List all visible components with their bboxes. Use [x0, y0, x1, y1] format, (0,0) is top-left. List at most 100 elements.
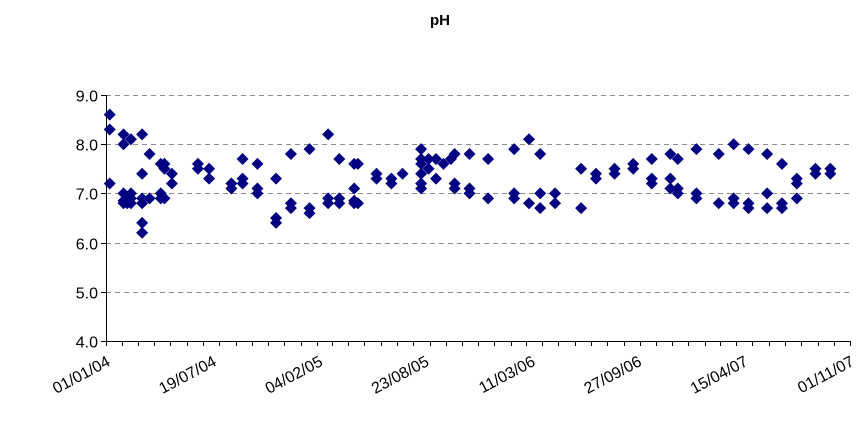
data-point	[348, 182, 361, 195]
y-tick-label: 8.0	[76, 138, 98, 155]
data-point	[124, 197, 137, 210]
data-point	[270, 172, 283, 185]
data-point	[448, 148, 461, 161]
y-tick-label: 6.0	[76, 237, 98, 254]
data-point	[790, 177, 803, 190]
data-point	[415, 143, 428, 156]
data-point	[712, 148, 725, 161]
data-point	[236, 152, 249, 165]
axes	[101, 95, 851, 346]
x-tick-label: 23/08/05	[369, 353, 432, 397]
data-point	[508, 192, 521, 205]
data-point	[136, 226, 149, 239]
data-point	[143, 192, 156, 205]
data-point	[608, 167, 621, 180]
data-point	[136, 167, 149, 180]
data-point	[549, 197, 562, 210]
data-point	[203, 172, 216, 185]
data-point	[664, 182, 677, 195]
data-point	[482, 152, 495, 165]
data-point	[761, 202, 774, 215]
data-point	[742, 202, 755, 215]
data-point	[333, 197, 346, 210]
data-point	[712, 197, 725, 210]
data-point	[824, 167, 837, 180]
data-point	[523, 197, 536, 210]
data-points	[103, 108, 837, 239]
data-point	[158, 192, 171, 205]
data-point	[251, 187, 264, 200]
data-point	[671, 187, 684, 200]
data-point	[508, 143, 521, 156]
x-tick-label: 01/01/04	[50, 353, 113, 397]
data-point	[575, 162, 588, 175]
x-tick-label: 01/11/07	[795, 353, 857, 397]
data-point	[415, 157, 428, 170]
y-tick-label: 4.0	[76, 335, 98, 352]
data-point	[690, 143, 703, 156]
y-tick-labels: 4.0 5.0 6.0 7.0 8.0 9.0	[76, 89, 98, 352]
y-tick-label: 5.0	[76, 286, 98, 303]
data-point	[117, 138, 130, 151]
data-point	[534, 148, 547, 161]
x-tick-label: 15/04/07	[688, 353, 751, 397]
data-point	[103, 123, 116, 136]
data-point	[422, 152, 435, 165]
data-point	[124, 133, 137, 146]
data-point	[225, 182, 238, 195]
data-point	[136, 216, 149, 229]
data-point	[203, 162, 216, 175]
data-point	[103, 177, 116, 190]
data-point	[236, 177, 249, 190]
data-point	[103, 108, 116, 121]
x-tick-label: 11/03/06	[476, 353, 538, 397]
data-point	[284, 202, 297, 215]
data-point	[448, 182, 461, 195]
data-point	[742, 143, 755, 156]
data-point	[143, 148, 156, 161]
data-point	[775, 202, 788, 215]
data-point	[322, 197, 335, 210]
data-point	[463, 187, 476, 200]
data-point	[671, 152, 684, 165]
data-point	[303, 207, 316, 220]
data-point	[415, 182, 428, 195]
data-point	[575, 202, 588, 215]
data-point	[775, 157, 788, 170]
data-point	[303, 143, 316, 156]
data-point	[430, 152, 443, 165]
data-point	[370, 172, 383, 185]
data-point	[191, 162, 204, 175]
data-point	[117, 128, 130, 141]
data-point	[351, 197, 364, 210]
data-point	[270, 216, 283, 229]
data-point	[549, 187, 562, 200]
data-point	[690, 192, 703, 205]
data-point	[165, 167, 178, 180]
data-point	[627, 162, 640, 175]
data-point	[430, 172, 443, 185]
data-point	[727, 138, 740, 151]
data-point	[534, 202, 547, 215]
data-point	[645, 177, 658, 190]
data-point	[158, 162, 171, 175]
data-point	[664, 172, 677, 185]
data-point	[761, 148, 774, 161]
data-point	[322, 128, 335, 141]
data-point	[761, 187, 774, 200]
data-point	[534, 187, 547, 200]
y-tick-label: 9.0	[76, 89, 98, 106]
data-point	[664, 148, 677, 161]
data-point	[645, 152, 658, 165]
data-point	[415, 167, 428, 180]
data-point	[284, 148, 297, 161]
data-point	[790, 192, 803, 205]
data-point	[523, 133, 536, 146]
data-point	[809, 167, 822, 180]
data-point	[422, 162, 435, 175]
data-point	[463, 148, 476, 161]
data-point	[396, 167, 409, 180]
data-point	[251, 157, 264, 170]
x-tick-label: 27/09/06	[582, 353, 645, 397]
